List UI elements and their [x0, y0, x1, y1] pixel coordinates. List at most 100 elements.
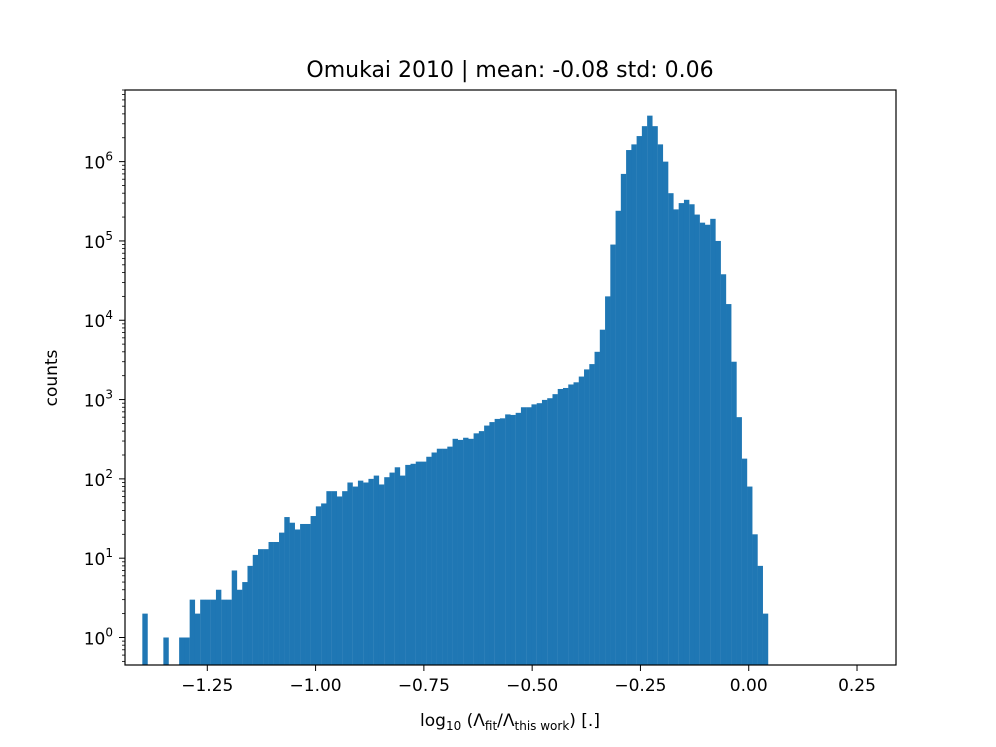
histogram-bar — [631, 144, 637, 665]
histogram-bar — [378, 484, 385, 665]
y-axis-label: counts — [42, 349, 62, 406]
histogram-bars — [142, 115, 769, 666]
histogram-bar — [326, 491, 332, 665]
histogram-bar — [315, 506, 322, 665]
y-tick-label: 100 — [84, 625, 113, 649]
histogram-bar — [499, 418, 506, 665]
histogram-bar — [347, 482, 353, 665]
histogram-bar — [463, 437, 469, 665]
histogram-bar — [442, 448, 448, 665]
x-axis-label-close: ) [.] — [569, 711, 600, 731]
histogram-bar — [242, 582, 248, 665]
y-tick-label: 104 — [84, 308, 113, 332]
histogram-bar — [373, 475, 380, 665]
histogram-bar — [526, 407, 532, 665]
histogram-bar — [715, 240, 721, 665]
histogram-bar — [189, 599, 196, 665]
histogram-bar — [342, 491, 348, 665]
histogram-bar — [194, 613, 201, 665]
histogram-bar — [258, 549, 264, 665]
histogram-bar — [415, 461, 422, 665]
histogram-bar — [568, 384, 574, 665]
histogram-bar — [704, 224, 711, 665]
y-tick-label: 106 — [84, 150, 113, 174]
histogram-bar — [331, 491, 338, 665]
histogram-bar — [510, 414, 516, 665]
histogram-bar — [405, 464, 411, 665]
histogram-bar — [636, 136, 643, 665]
histogram-bar — [305, 523, 311, 665]
histogram-bar — [484, 425, 490, 665]
histogram-bar — [447, 446, 453, 665]
histogram-bar — [747, 486, 753, 665]
histogram-bar — [210, 599, 217, 665]
histogram-bar — [652, 126, 658, 665]
histogram-bar — [673, 209, 679, 665]
x-axis-label-mid: /Λ — [497, 711, 515, 731]
y-tick-label: 102 — [84, 467, 113, 491]
histogram-bar — [321, 503, 327, 665]
histogram-bar — [605, 296, 611, 665]
histogram-bar — [268, 541, 274, 665]
histogram-bar — [615, 210, 621, 665]
histogram-bar — [294, 529, 301, 665]
histogram-bar — [520, 407, 527, 665]
y-tick-label: 101 — [84, 546, 113, 570]
x-axis-label: log10 (Λfit/Λthis work) [.] — [420, 711, 600, 733]
histogram-bar — [552, 394, 558, 665]
histogram-bar — [205, 599, 211, 665]
histogram-bar — [384, 477, 390, 665]
histogram-bar — [300, 523, 306, 665]
histogram-bar — [531, 404, 537, 665]
histogram-bar — [752, 534, 758, 665]
histogram-bar — [221, 599, 227, 665]
histogram-bar — [226, 599, 232, 665]
histogram-bar — [694, 214, 700, 665]
histogram-bar — [541, 399, 548, 665]
histogram-bar — [421, 461, 427, 665]
histogram-bar — [678, 203, 685, 665]
histogram-bar — [547, 398, 553, 665]
y-axis: 100 101 102 103 104 105 106 — [84, 89, 125, 662]
histogram-bar — [457, 439, 464, 665]
histogram-bar — [668, 193, 674, 665]
histogram-bar — [231, 570, 238, 665]
x-axis-label-log: log — [420, 711, 446, 731]
histogram-bar — [557, 388, 564, 665]
x-axis-label-sub-fit: fit — [485, 719, 498, 733]
histogram-bar — [515, 412, 522, 665]
histogram-bar — [578, 376, 585, 665]
histogram-bar — [647, 115, 653, 665]
histogram-bar — [279, 532, 285, 665]
histogram-bar — [368, 478, 374, 665]
histogram-bar — [741, 458, 748, 665]
histogram-bar — [410, 463, 416, 665]
histogram-bar — [426, 456, 432, 665]
histogram-bar — [594, 351, 600, 665]
histogram-bar — [431, 452, 437, 665]
histogram-bar — [478, 431, 485, 665]
histogram-bar — [610, 244, 616, 665]
histogram-bar — [536, 403, 543, 665]
histogram-bar — [736, 417, 742, 665]
chart-title: Omukai 2010 | mean: -0.08 std: 0.06 — [306, 58, 713, 83]
histogram-bar — [200, 599, 206, 665]
histogram-bar — [662, 161, 669, 665]
histogram-bar — [163, 637, 169, 665]
histogram-bar — [626, 150, 632, 666]
histogram-bar — [641, 126, 648, 665]
histogram-bar — [731, 361, 737, 665]
histogram-bar — [352, 486, 359, 665]
x-tick-label: −0.75 — [398, 676, 450, 696]
histogram-bar — [468, 438, 474, 665]
histogram-bar — [584, 369, 590, 665]
histogram-bar — [252, 554, 259, 665]
histogram-bar — [726, 304, 732, 665]
histogram-bar — [505, 414, 511, 665]
histogram-bar — [689, 204, 695, 665]
histogram-bar — [657, 144, 664, 665]
plot-frame — [124, 89, 897, 666]
histogram-bar — [683, 199, 690, 665]
histogram-bar — [310, 516, 316, 665]
